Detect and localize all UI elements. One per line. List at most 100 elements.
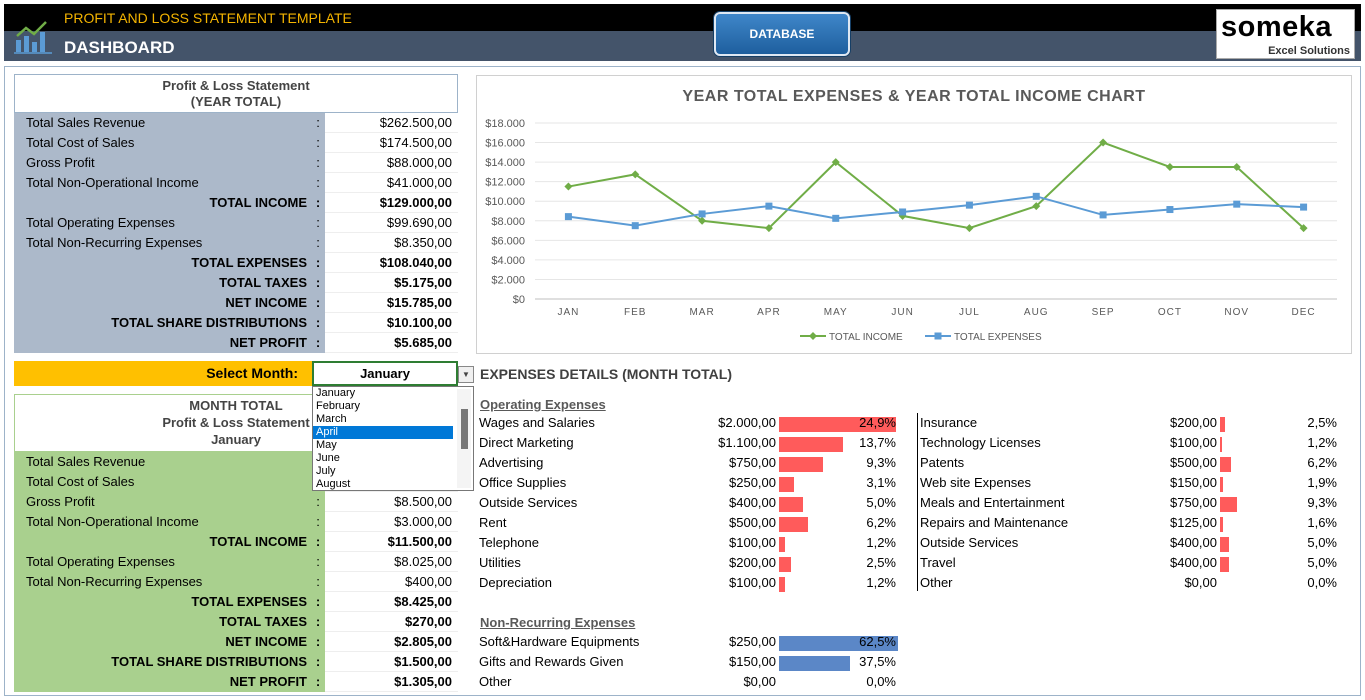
- month-pl-table: MONTH TOTAL Profit & Loss Statement Janu…: [14, 394, 458, 692]
- year-table-row-label: NET PROFIT: [14, 333, 311, 353]
- dashboard-title: DASHBOARD: [64, 38, 175, 57]
- expense-bar: [779, 517, 808, 532]
- month-table-header: MONTH TOTAL Profit & Loss Statement Janu…: [14, 394, 458, 452]
- month-table-row-label: TOTAL TAXES: [14, 612, 311, 632]
- expense-percent: 62,5%: [859, 634, 896, 649]
- expense-percent: 3,1%: [866, 475, 896, 490]
- income-point: [764, 224, 773, 233]
- expense-bar: [779, 437, 843, 452]
- expense-percent: 24,9%: [859, 415, 896, 430]
- month-table-row-colon: :: [311, 612, 325, 632]
- dropdown-scroll-thumb[interactable]: [461, 409, 468, 449]
- dropdown-option[interactable]: March: [316, 413, 347, 425]
- expense-bar: [1220, 417, 1225, 432]
- expense-row: Insurance $200,00 2,5%: [920, 415, 1337, 433]
- expenses-point: [1233, 200, 1241, 208]
- someka-logo[interactable]: someka Excel Solutions: [1216, 9, 1355, 59]
- expense-row: Outside Services $400,00 5,0%: [479, 495, 896, 513]
- expense-row: Soft&Hardware Equipments $250,00 62,5%: [479, 634, 898, 652]
- database-button[interactable]: DATABASE: [714, 12, 850, 56]
- expense-amount: $200,00: [1170, 415, 1217, 430]
- expense-amount: $400,00: [729, 495, 776, 510]
- year-table-row-label: Gross Profit: [14, 153, 311, 173]
- expense-bar: [779, 477, 794, 492]
- expense-amount: $400,00: [1170, 535, 1217, 550]
- month-table-row: TOTAL SHARE DISTRIBUTIONS: $1.500,00: [14, 652, 458, 672]
- month-dropdown-list[interactable]: January February March April May June July Augu…: [312, 386, 474, 491]
- legend-label: TOTAL INCOME: [829, 332, 903, 343]
- chart-logo-icon: [14, 21, 52, 54]
- month-table-row: TOTAL INCOME: $11.500,00: [14, 532, 458, 552]
- year-table-row-value: $99.690,00: [325, 213, 458, 233]
- expense-name: Depreciation: [479, 575, 552, 590]
- expense-name: Direct Marketing: [479, 435, 574, 450]
- expense-percent: 0,0%: [1307, 575, 1337, 590]
- expense-percent: 2,5%: [866, 555, 896, 570]
- month-table-row-label: TOTAL INCOME: [14, 532, 311, 552]
- year-table-row-value: $129.000,00: [325, 193, 458, 213]
- month-table-row: Total Non-Operational Income: $3.000,00: [14, 512, 458, 532]
- expense-row: Meals and Entertainment $750,00 9,3%: [920, 495, 1337, 513]
- expenses-point: [1166, 206, 1174, 214]
- expense-name: Insurance: [920, 415, 978, 430]
- dropdown-option[interactable]: June: [316, 452, 340, 464]
- expense-bar: [1220, 517, 1223, 532]
- expense-name: Patents: [920, 455, 965, 470]
- dropdown-option[interactable]: January: [316, 387, 356, 399]
- expense-amount: $100,00: [1170, 435, 1217, 450]
- year-table-row-colon: :: [311, 193, 325, 213]
- month-table-row-colon: :: [311, 492, 325, 512]
- dropdown-option[interactable]: April: [313, 426, 453, 439]
- month-table-row: NET PROFIT: $1.305,00: [14, 672, 458, 692]
- income-point: [631, 170, 640, 179]
- month-table-month: January: [211, 432, 261, 447]
- month-table-row-label: Total Cost of Sales: [14, 472, 311, 492]
- month-table-row-label: TOTAL EXPENSES: [14, 592, 311, 612]
- month-table-row-value: $1.500,00: [325, 652, 458, 672]
- expense-row: Patents $500,00 6,2%: [920, 455, 1337, 473]
- year-table-row-value: $15.785,00: [325, 293, 458, 313]
- expenses-point: [564, 213, 572, 221]
- expense-bar: [779, 497, 803, 512]
- year-table-row-value: $8.350,00: [325, 233, 458, 253]
- month-table-row-colon: :: [311, 592, 325, 612]
- year-table-row: NET PROFIT: $5.685,00: [14, 333, 458, 353]
- expense-percent: 9,3%: [866, 455, 896, 470]
- year-table-row-colon: :: [311, 333, 325, 353]
- year-table-row-value: $5.175,00: [325, 273, 458, 293]
- expense-row: Web site Expenses $150,00 1,9%: [920, 475, 1337, 493]
- expense-amount: $250,00: [729, 634, 776, 649]
- expense-name: Other: [920, 575, 953, 590]
- year-table-row-colon: :: [311, 273, 325, 293]
- expense-row: Technology Licenses $100,00 1,2%: [920, 435, 1337, 453]
- expense-bar: [779, 636, 898, 651]
- expense-percent: 1,2%: [1307, 435, 1337, 450]
- expense-name: Wages and Salaries: [479, 415, 595, 430]
- chevron-down-icon[interactable]: ▼: [458, 366, 474, 383]
- year-table-row-colon: :: [311, 113, 325, 133]
- expense-bar: [779, 577, 785, 592]
- expense-name: Telephone: [479, 535, 539, 550]
- dropdown-option[interactable]: July: [316, 465, 336, 477]
- expense-percent: 13,7%: [859, 435, 896, 450]
- dropdown-option[interactable]: August: [316, 478, 351, 490]
- income-point: [1165, 163, 1174, 171]
- nonrecurring-expenses-header: Non-Recurring Expenses: [480, 615, 636, 630]
- x-tick-label: SEP: [1092, 307, 1115, 318]
- expense-amount: $500,00: [1170, 455, 1217, 470]
- y-tick-label: $18.000: [485, 118, 525, 130]
- year-table-row-colon: :: [311, 293, 325, 313]
- month-select-combo[interactable]: January: [312, 361, 458, 386]
- expense-percent: 5,0%: [1307, 535, 1337, 550]
- y-tick-label: $8.000: [491, 216, 525, 228]
- expense-bar: [1220, 557, 1229, 572]
- dropdown-option[interactable]: February: [316, 400, 361, 412]
- month-table-row-colon: :: [311, 572, 325, 592]
- year-table-row: Total Non-Operational Income: $41.000,00: [14, 173, 458, 193]
- expense-percent: 1,9%: [1307, 475, 1337, 490]
- expense-row: Gifts and Rewards Given $150,00 37,5%: [479, 654, 896, 672]
- expense-percent: 6,2%: [866, 515, 896, 530]
- dropdown-option[interactable]: May: [316, 439, 337, 451]
- month-table-row: Gross Profit: $8.500,00: [14, 492, 458, 512]
- year-table-row: Total Sales Revenue: $262.500,00: [14, 113, 458, 133]
